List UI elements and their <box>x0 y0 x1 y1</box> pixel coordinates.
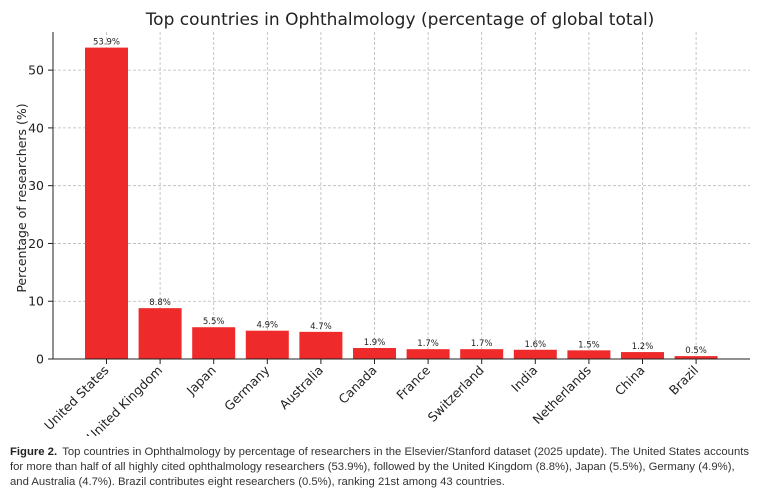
bar-value-label: 8.8% <box>149 298 171 308</box>
bars <box>85 47 718 360</box>
bar-value-label: 5.5% <box>203 317 225 327</box>
figure-caption: Figure 2. Top countries in Ophthalmology… <box>10 445 754 490</box>
bar <box>85 47 128 360</box>
bar-value-label: 1.7% <box>417 339 439 349</box>
bar <box>138 308 182 359</box>
chart-title: Top countries in Ophthalmology (percenta… <box>145 10 655 30</box>
y-axis-label: Percentage of researchers (%) <box>14 103 29 292</box>
bar-value-label: 1.2% <box>632 342 654 352</box>
bar-value-label: 1.9% <box>364 338 386 348</box>
bar <box>245 330 289 359</box>
x-tick-label: Japan <box>183 363 219 399</box>
bar <box>460 349 504 359</box>
bar-value-label: 4.9% <box>256 321 278 331</box>
bar-value-labels: 53.9% 8.8% 5.5% 4.9% 4.7% 1.9% 1.7% 1.7% 1.6% 1.5… <box>93 38 707 357</box>
y-ticks: 0 10 20 30 40 50 <box>28 63 53 367</box>
bar <box>674 356 718 359</box>
bar <box>406 349 450 359</box>
bar <box>192 327 236 359</box>
bar-value-label: 1.7% <box>471 339 493 349</box>
bar <box>513 349 557 359</box>
y-tick-label: 40 <box>28 120 44 135</box>
bar-value-label: 1.6% <box>524 340 546 350</box>
y-tick-label: 30 <box>28 178 44 193</box>
x-tick-label: India <box>508 363 540 395</box>
bar-value-label: 53.9% <box>93 38 120 48</box>
axes <box>52 32 750 360</box>
x-tick-label: China <box>612 363 648 399</box>
bar <box>567 350 611 359</box>
bar <box>299 331 343 359</box>
y-tick-label: 10 <box>28 294 44 309</box>
y-tick-label: 20 <box>28 236 44 251</box>
bar-value-label: 4.7% <box>310 322 332 332</box>
x-tick-label: Switzerland <box>425 363 487 425</box>
bar <box>621 352 664 359</box>
bar-value-label: 0.5% <box>685 346 707 356</box>
bar <box>353 348 396 359</box>
x-tick-label: Canada <box>335 363 379 407</box>
x-tick-label: France <box>393 362 433 402</box>
caption-label: Figure 2. <box>10 446 58 458</box>
x-tick-label: Germany <box>221 362 273 414</box>
x-tick-label: Australia <box>276 363 326 413</box>
x-tick-label: Brazil <box>666 363 701 398</box>
caption-text: Top countries in Ophthalmology by percen… <box>10 446 750 488</box>
grid-lines <box>53 32 750 359</box>
y-tick-label: 50 <box>28 63 44 78</box>
y-tick-label: 0 <box>36 352 44 367</box>
bar-chart: Top countries in Ophthalmology (percenta… <box>14 10 750 436</box>
bar-value-label: 1.5% <box>578 340 600 350</box>
